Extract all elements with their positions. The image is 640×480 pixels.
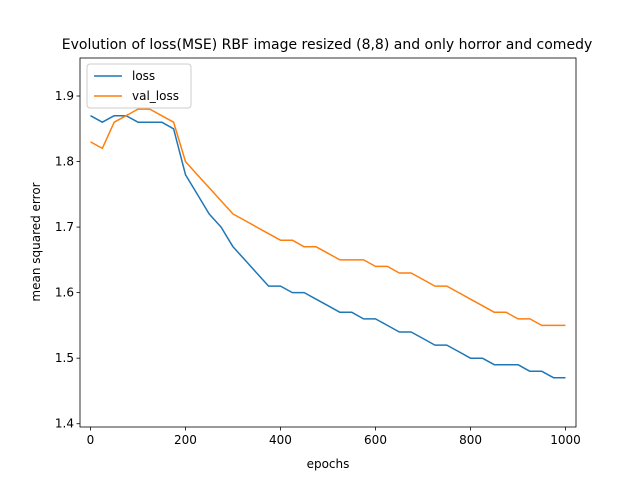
x-axis-label: epochs [307,457,350,471]
x-tick-label: 600 [364,433,387,447]
legend-label: loss [132,69,155,83]
legend: loss val_loss [86,63,192,109]
y-axis-label: mean squared error [29,182,43,301]
y-tick-label: 1.5 [55,351,74,365]
chart-title: Evolution of loss(MSE) RBF image resized… [62,37,592,53]
y-tick-label: 1.4 [55,417,74,431]
x-tick-label: 1000 [550,433,581,447]
y-tick-label: 1.7 [55,220,74,234]
y-tick-label: 1.6 [55,286,74,300]
y-tick-label: 1.8 [55,155,74,169]
x-tick-label: 0 [87,433,95,447]
legend-label: val_loss [132,89,179,103]
x-tick-label: 400 [269,433,292,447]
x-tick-label: 800 [459,433,482,447]
x-axis: 0 200 400 600 800 1000 [87,427,581,447]
series-line-val-loss [90,108,566,327]
y-axis: 1.4 1.5 1.6 1.7 1.8 1.9 [55,89,80,431]
y-tick-label: 1.9 [55,89,74,103]
plot-frame [79,57,577,428]
series-line-loss [90,114,566,379]
legend-box [86,63,192,109]
series-layer [90,108,566,379]
x-tick-label: 200 [174,433,197,447]
